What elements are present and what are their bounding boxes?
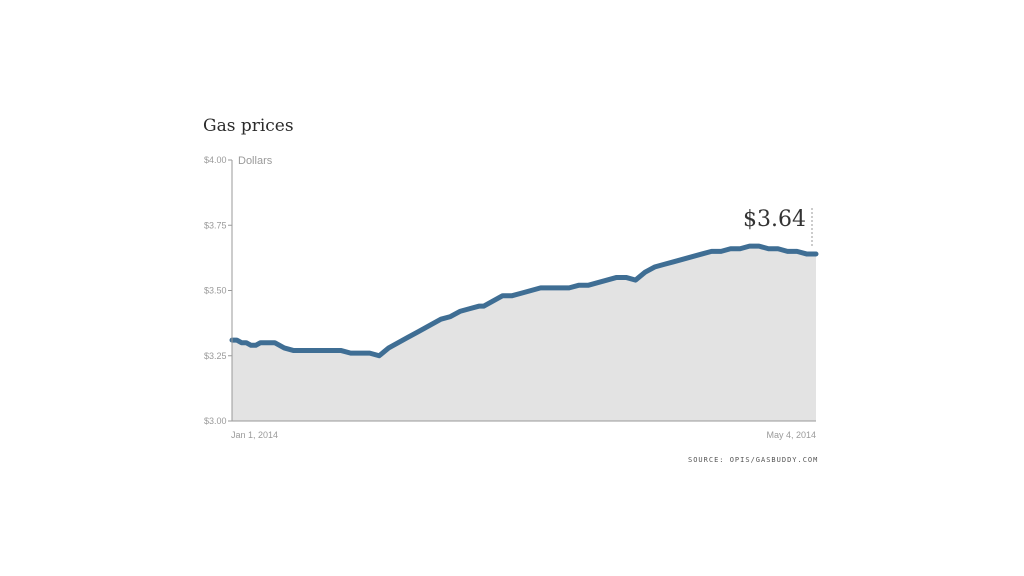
x-tick-label-end: May 4, 2014 xyxy=(766,430,816,440)
y-axis-label: Dollars xyxy=(238,155,273,167)
y-tick-label: $3.75 xyxy=(204,220,227,230)
x-tick-label-start: Jan 1, 2014 xyxy=(231,430,278,440)
source-note: SOURCE: OPIS/GASBUDDY.COM xyxy=(688,456,819,464)
price-area xyxy=(232,246,816,421)
y-tick-label: $3.50 xyxy=(204,286,227,296)
y-tick-label: $3.00 xyxy=(204,416,227,426)
y-tick-label: $4.00 xyxy=(204,155,227,165)
y-tick-label: $3.25 xyxy=(204,351,227,361)
price-line xyxy=(229,243,819,359)
latest-price-callout: $3.64 xyxy=(743,207,806,232)
chart-title: Gas prices xyxy=(203,116,294,136)
